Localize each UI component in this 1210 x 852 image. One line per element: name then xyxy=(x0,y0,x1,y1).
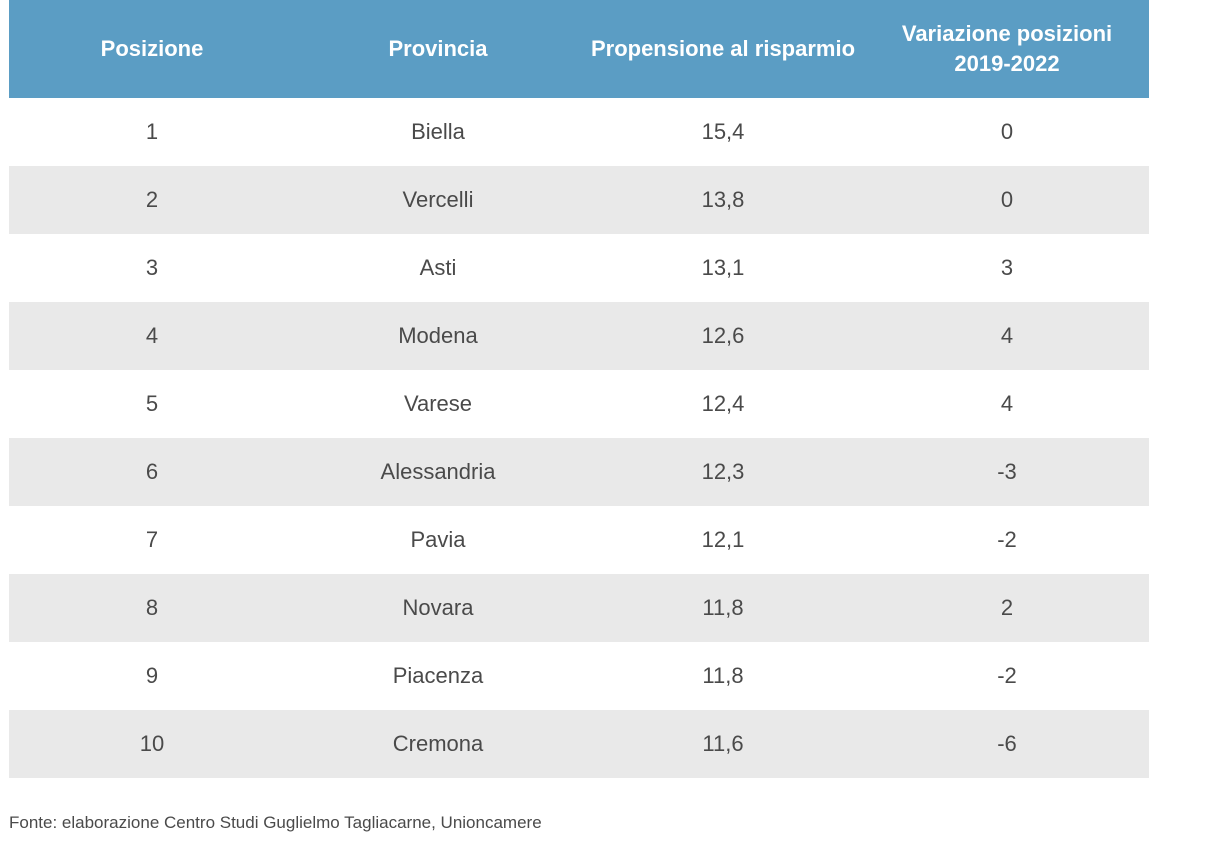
column-header-propensione: Propensione al risparmio xyxy=(581,0,865,98)
table-row: 5 Varese 12,4 4 xyxy=(9,370,1149,438)
cell-posizione: 2 xyxy=(9,166,295,234)
cell-provincia: Asti xyxy=(419,255,457,280)
cell-provincia: Vercelli xyxy=(295,166,581,234)
cell-propensione: 11,8 xyxy=(581,574,865,642)
cell-variazione: -2 xyxy=(997,663,1017,688)
cell-provincia: Varese xyxy=(403,391,473,416)
cell-variazione: 0 xyxy=(1000,119,1014,144)
column-header-posizione: Posizione xyxy=(9,0,295,98)
cell-variazione: 0 xyxy=(865,166,1149,234)
cell-provincia: Biella xyxy=(411,119,465,144)
table-row: 3 Asti 13,1 3 xyxy=(9,234,1149,302)
cell-propensione: 13,8 xyxy=(581,166,865,234)
column-header-provincia: Provincia xyxy=(295,0,581,98)
cell-posizione: 8 xyxy=(9,574,295,642)
cell-provincia: Novara xyxy=(295,574,581,642)
table-row: 2 Vercelli 13,8 0 xyxy=(9,166,1149,234)
cell-provincia: Pavia xyxy=(410,527,466,552)
cell-propensione: 12,1 xyxy=(701,527,745,552)
table-row: 4 Modena 12,6 4 xyxy=(9,302,1149,370)
cell-propensione: 12,4 xyxy=(701,391,745,416)
table-row: 6 Alessandria 12,3 -3 xyxy=(9,438,1149,506)
cell-variazione: 4 xyxy=(1000,391,1014,416)
table-body: 1 Biella 15,4 0 2 Vercelli 13,8 0 3 Asti… xyxy=(9,98,1149,778)
table-row: 1 Biella 15,4 0 xyxy=(9,98,1149,166)
cell-posizione: 3 xyxy=(145,255,159,280)
column-header-variazione: Variazione posizioni 2019-2022 xyxy=(865,0,1149,98)
cell-posizione: 10 xyxy=(9,710,295,778)
cell-propensione: 15,4 xyxy=(701,119,745,144)
cell-posizione: 7 xyxy=(145,527,159,552)
table-header: Posizione Provincia Propensione al rispa… xyxy=(9,0,1149,98)
cell-provincia: Alessandria xyxy=(295,438,581,506)
cell-provincia: Piacenza xyxy=(392,663,484,688)
savings-ranking-table: Posizione Provincia Propensione al rispa… xyxy=(9,0,1149,778)
cell-posizione: 9 xyxy=(145,663,159,688)
cell-posizione: 1 xyxy=(145,119,159,144)
cell-provincia: Cremona xyxy=(295,710,581,778)
cell-posizione: 5 xyxy=(145,391,159,416)
table-row: 7 Pavia 12,1 -2 xyxy=(9,506,1149,574)
cell-propensione: 12,6 xyxy=(581,302,865,370)
source-note: Fonte: elaborazione Centro Studi Gugliel… xyxy=(9,813,542,832)
cell-posizione: 4 xyxy=(9,302,295,370)
cell-posizione: 6 xyxy=(9,438,295,506)
cell-variazione: 4 xyxy=(865,302,1149,370)
cell-variazione: -2 xyxy=(997,527,1017,552)
cell-propensione: 11,6 xyxy=(581,710,865,778)
cell-variazione: 3 xyxy=(1000,255,1014,280)
cell-provincia: Modena xyxy=(295,302,581,370)
cell-variazione: -3 xyxy=(865,438,1149,506)
cell-propensione: 11,8 xyxy=(702,663,744,688)
table-row: 9 Piacenza 11,8 -2 xyxy=(9,642,1149,710)
cell-propensione: 13,1 xyxy=(701,255,745,280)
cell-variazione: 2 xyxy=(865,574,1149,642)
cell-propensione: 12,3 xyxy=(581,438,865,506)
cell-variazione: -6 xyxy=(865,710,1149,778)
table-row: 10 Cremona 11,6 -6 xyxy=(9,710,1149,778)
header-row: Posizione Provincia Propensione al rispa… xyxy=(9,0,1149,98)
savings-ranking-table-container: Posizione Provincia Propensione al rispa… xyxy=(9,0,1149,778)
table-row: 8 Novara 11,8 2 xyxy=(9,574,1149,642)
